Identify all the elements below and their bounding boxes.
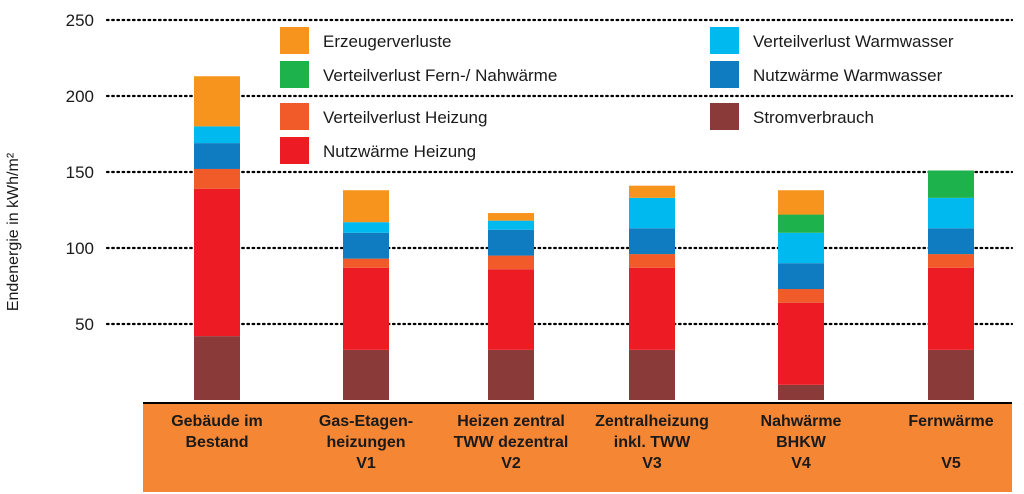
bar-segment bbox=[928, 228, 974, 255]
grid-layer bbox=[105, 18, 1014, 326]
bar-stack bbox=[488, 213, 534, 400]
bar-stack bbox=[343, 190, 389, 400]
category-label: V3 bbox=[642, 455, 662, 472]
bar-segment bbox=[488, 269, 534, 350]
bar-segment bbox=[778, 302, 824, 385]
legend-swatch bbox=[280, 61, 309, 88]
legend-label: Verteilverlust Fern-/ Nahwärme bbox=[323, 66, 557, 85]
category-label: V2 bbox=[501, 455, 521, 472]
legend-label: Verteilverlust Heizung bbox=[323, 108, 487, 127]
legend-item: Erzeugerverluste bbox=[280, 27, 452, 54]
bar-segment bbox=[629, 228, 675, 255]
category-label: Zentralheizung bbox=[595, 413, 709, 430]
legend-swatch bbox=[710, 103, 739, 130]
legend-label: Verteilverlust Warmwasser bbox=[753, 32, 954, 51]
bar-segment bbox=[778, 263, 824, 290]
legend-label: Nutzwärme Heizung bbox=[323, 142, 476, 161]
bar-segment bbox=[488, 229, 534, 256]
legend-item: Verteilverlust Fern-/ Nahwärme bbox=[280, 61, 557, 88]
bar-segment bbox=[194, 126, 240, 144]
category-labels: Gebäude im Bestand Gas-Etagen-heizungen V1 H… bbox=[143, 402, 1012, 472]
legend-label: Nutzwärme Warmwasser bbox=[753, 66, 943, 85]
category-label: Gebäude im bbox=[171, 413, 263, 430]
bar-segment bbox=[928, 170, 974, 198]
category-label: V5 bbox=[941, 455, 961, 472]
y-tick-label: 100 bbox=[66, 239, 94, 258]
bar-stack bbox=[629, 185, 675, 400]
bar-segment bbox=[194, 143, 240, 169]
bar-stack bbox=[778, 190, 824, 400]
legend-item: Stromverbrauch bbox=[710, 103, 874, 130]
category-label: Gas-Etagen- bbox=[319, 413, 413, 430]
y-axis-ticks: 50 100 150 200 250 bbox=[66, 11, 94, 334]
legend-label: Erzeugerverluste bbox=[323, 32, 452, 51]
bar-segment bbox=[778, 190, 824, 215]
bar-segment bbox=[778, 214, 824, 233]
legend-swatch bbox=[710, 61, 739, 88]
bars-layer bbox=[194, 76, 974, 400]
category-label: BHKW bbox=[776, 434, 827, 451]
bar-segment bbox=[488, 255, 534, 270]
bar-segment bbox=[629, 349, 675, 400]
bar-stack bbox=[928, 170, 974, 400]
bar-segment bbox=[928, 197, 974, 229]
legend-swatch bbox=[280, 103, 309, 130]
legend-item: Verteilverlust Heizung bbox=[280, 103, 487, 130]
bar-segment bbox=[343, 222, 389, 233]
bar-segment bbox=[194, 168, 240, 189]
legend-swatch bbox=[280, 137, 309, 164]
bar-segment bbox=[488, 213, 534, 221]
legend: Erzeugerverluste Verteilverlust Fern-/ Na… bbox=[280, 27, 954, 164]
bar-segment bbox=[343, 232, 389, 259]
bar-segment bbox=[343, 190, 389, 223]
category-label: V1 bbox=[356, 455, 376, 472]
y-tick-label: 250 bbox=[66, 11, 94, 30]
legend-item: Nutzwärme Heizung bbox=[280, 137, 476, 164]
category-label: heizungen bbox=[326, 434, 405, 451]
bar-segment bbox=[629, 185, 675, 198]
y-tick-label: 150 bbox=[66, 163, 94, 182]
y-tick-label: 50 bbox=[75, 315, 94, 334]
y-tick-label: 200 bbox=[66, 87, 94, 106]
bar-segment bbox=[343, 258, 389, 268]
bar-segment bbox=[488, 220, 534, 230]
legend-swatch bbox=[710, 27, 739, 54]
y-axis-label: Endenergie in kWh/m² bbox=[5, 152, 22, 311]
legend-item: Verteilverlust Warmwasser bbox=[710, 27, 954, 54]
bar-segment bbox=[194, 76, 240, 127]
bar-segment bbox=[928, 349, 974, 400]
bar-segment bbox=[778, 384, 824, 400]
bar-segment bbox=[343, 267, 389, 350]
category-label: Nahwärme bbox=[761, 413, 842, 430]
bar-segment bbox=[629, 197, 675, 229]
category-band bbox=[143, 404, 1012, 492]
bar-segment bbox=[343, 349, 389, 400]
category-label: Fernwärme bbox=[908, 413, 993, 430]
bar-segment bbox=[194, 336, 240, 400]
bar-segment bbox=[778, 232, 824, 264]
bar-segment bbox=[928, 267, 974, 350]
legend-swatch bbox=[280, 27, 309, 54]
bar-segment bbox=[194, 188, 240, 337]
category-label: V4 bbox=[791, 455, 811, 472]
bar-segment bbox=[928, 254, 974, 268]
legend-label: Stromverbrauch bbox=[753, 108, 874, 127]
bar-segment bbox=[488, 349, 534, 400]
bar-segment bbox=[778, 289, 824, 303]
legend-item: Nutzwärme Warmwasser bbox=[710, 61, 943, 88]
category-label: Bestand bbox=[185, 434, 248, 451]
bar-stack bbox=[194, 76, 240, 400]
category-label: Heizen zentral bbox=[457, 413, 565, 430]
bar-segment bbox=[629, 267, 675, 350]
category-label: inkl. TWW bbox=[614, 434, 691, 451]
bar-segment bbox=[629, 254, 675, 268]
category-label: TWW dezentral bbox=[454, 434, 569, 451]
